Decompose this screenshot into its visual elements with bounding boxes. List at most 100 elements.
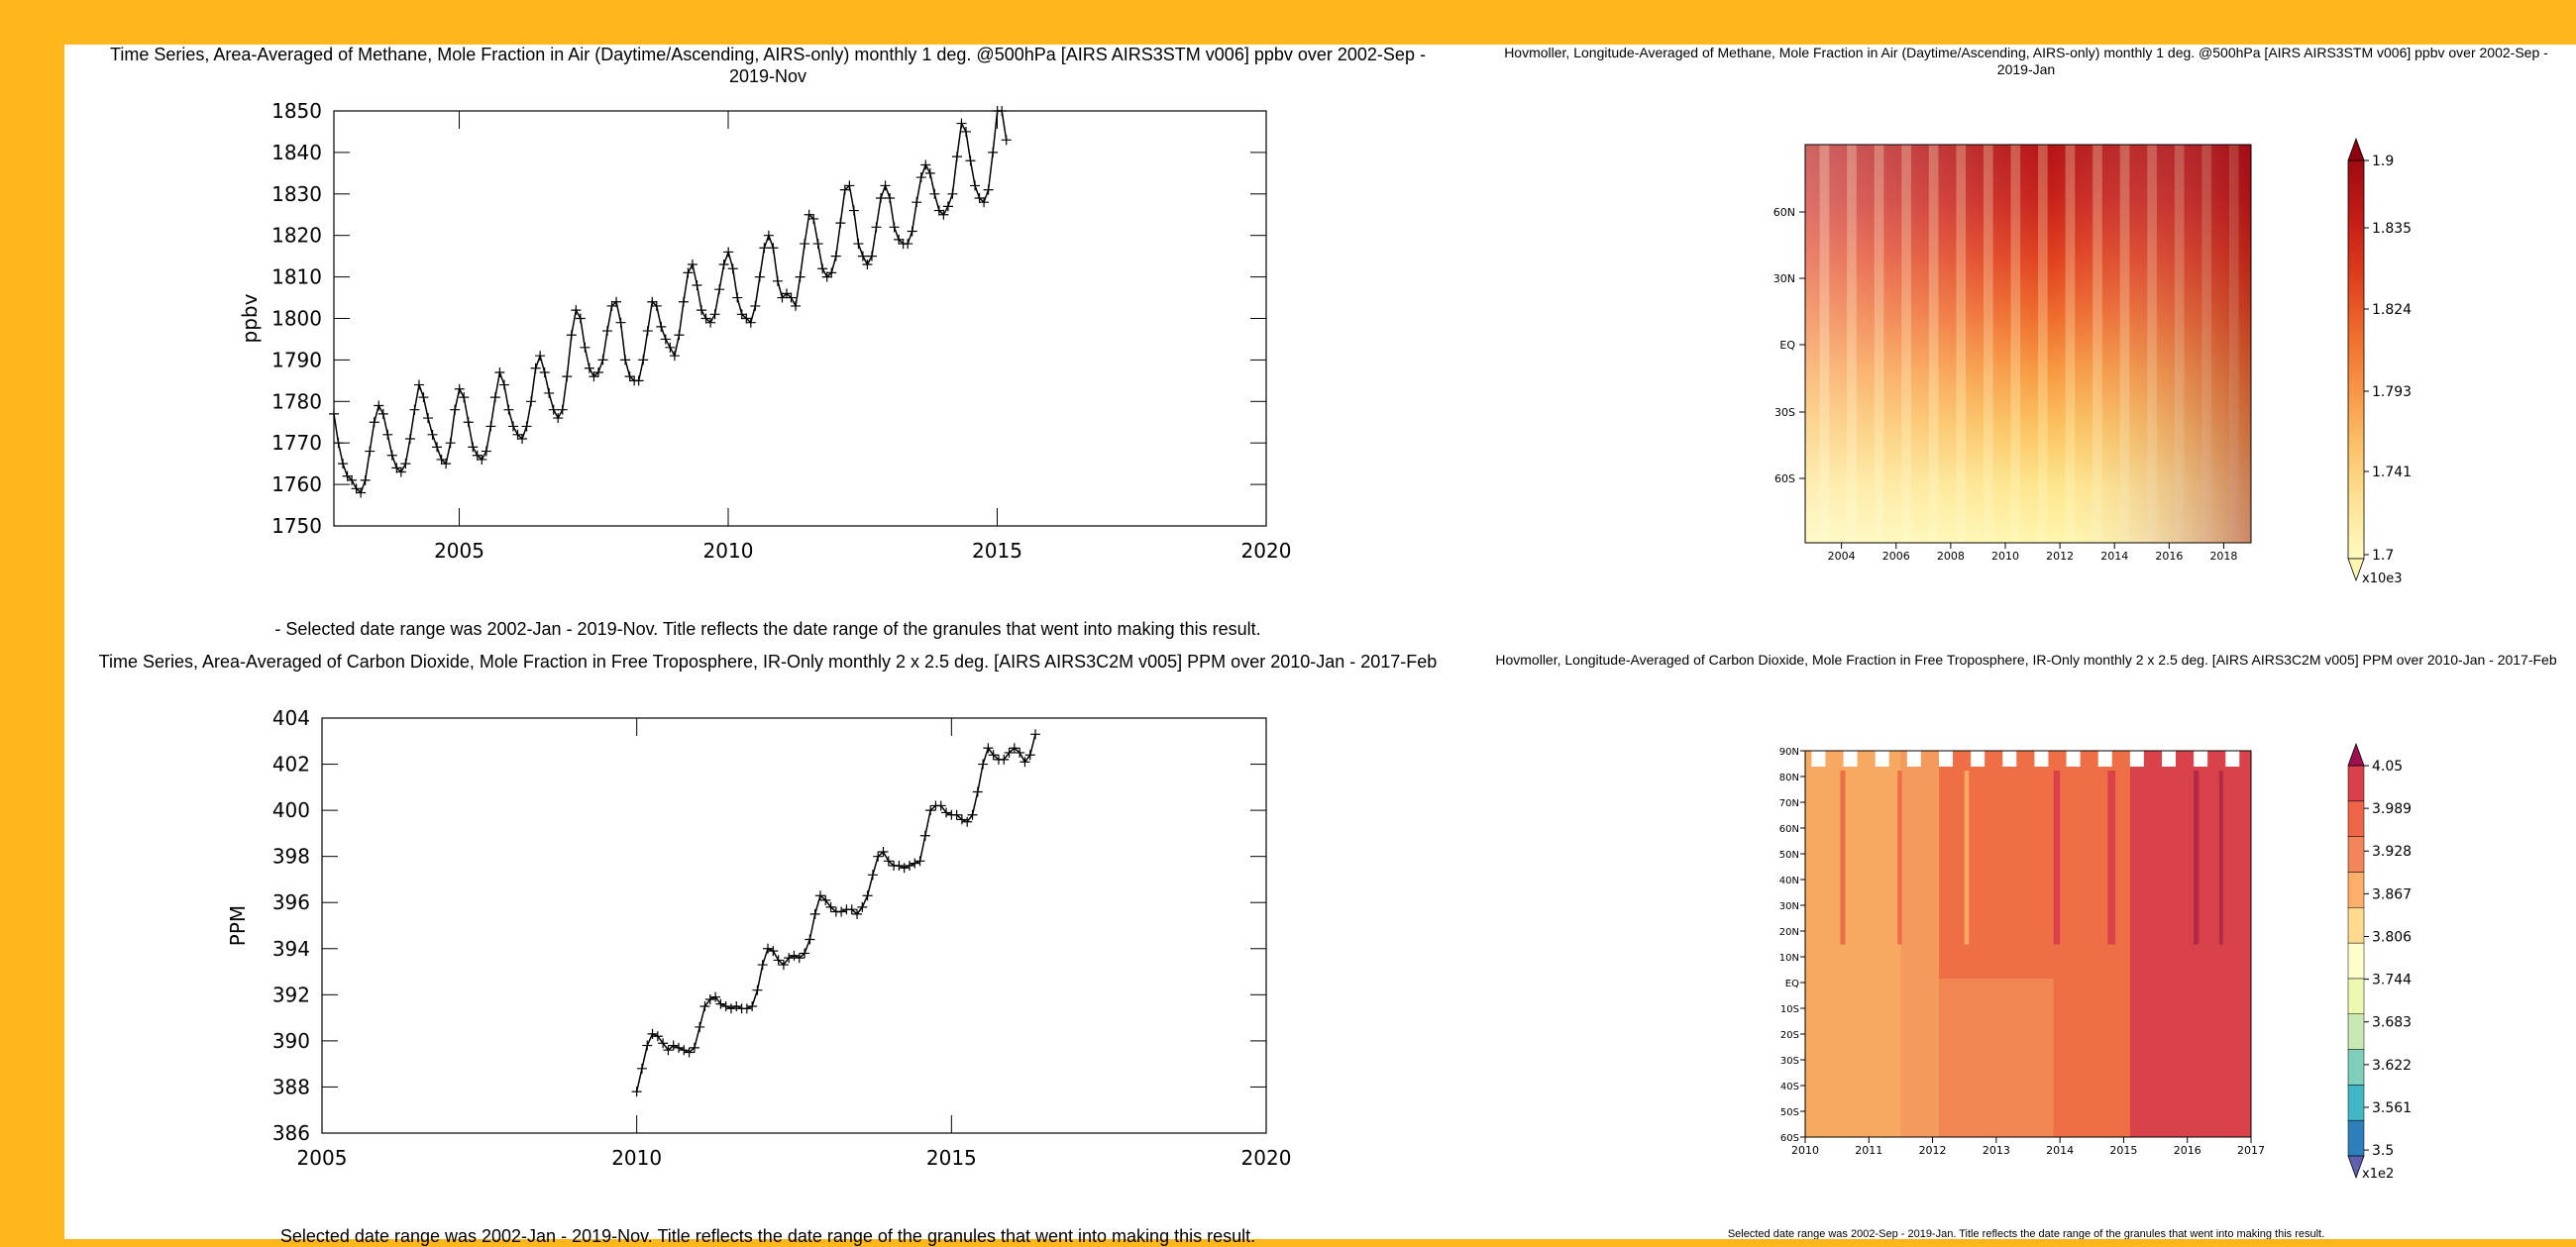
co2-hov-ytick-label: 40N <box>1779 876 1799 886</box>
co2-colorbar-label: 3.989 <box>2372 801 2412 817</box>
methane-data-point <box>351 483 362 494</box>
methane-data-point <box>374 400 384 411</box>
co2-xtick-label: 2015 <box>926 1146 977 1170</box>
co2-hov-xtick-label: 2014 <box>2046 1144 2074 1157</box>
methane-data-point <box>965 156 976 166</box>
methane-data-point <box>674 330 685 341</box>
methane-data-point <box>853 239 864 250</box>
co2-missing-data-gap <box>1875 751 1889 767</box>
methane-data-point <box>507 421 518 432</box>
methane-data-point <box>705 317 716 328</box>
co2-hov-xtick-label: 2017 <box>2237 1144 2265 1157</box>
co2-data-point <box>978 759 989 770</box>
co2-hov-ytick-label: 50S <box>1780 1107 1799 1118</box>
co2-data-point <box>873 851 884 862</box>
methane-data-point <box>839 184 850 195</box>
co2-level-band <box>2129 751 2251 1137</box>
co2-data-point <box>800 948 810 959</box>
co2-data-point <box>962 816 973 827</box>
co2-data-point <box>699 1000 710 1011</box>
methane-hov-xtick-label: 2012 <box>2046 550 2074 563</box>
co2-data-point <box>825 901 836 912</box>
co2-data-point <box>820 894 831 905</box>
co2-missing-data-gap <box>2034 751 2049 767</box>
co2-missing-data-gap <box>2097 751 2112 767</box>
methane-data-point <box>933 205 944 216</box>
methane-data-point <box>907 226 917 237</box>
co2-data-point <box>805 934 815 945</box>
methane-colorbar-label: 1.793 <box>2372 384 2412 400</box>
methane-data-point <box>974 192 985 203</box>
co2-hov-ytick-label: 90N <box>1779 747 1799 758</box>
methane-data-point <box>521 421 532 432</box>
methane-data-point <box>942 201 953 212</box>
methane-ytick-label: 1810 <box>271 265 322 289</box>
co2-missing-data-gap <box>2129 751 2144 767</box>
methane-data-point <box>885 192 896 203</box>
co2-colorbar-segment <box>2347 907 2365 944</box>
co2-data-point <box>941 807 952 818</box>
co2-data-point <box>904 860 914 871</box>
co2-hov-ytick-label: 60S <box>1780 1133 1799 1144</box>
methane-xtick-label: 2015 <box>972 539 1022 563</box>
methane-data-point <box>400 459 411 469</box>
co2-colorbar-segment <box>2347 765 2365 802</box>
co2-data-point <box>883 856 894 867</box>
methane-data-point <box>391 463 402 473</box>
methane-timeseries-caption: - Selected date range was 2002-Jan - 201… <box>274 619 1261 639</box>
methane-ytick-label: 1760 <box>271 472 322 496</box>
methane-data-point <box>562 371 573 382</box>
methane-data-point <box>929 188 940 199</box>
co2-data-point <box>684 1047 695 1058</box>
co2-colorbar-label: 3.561 <box>2372 1100 2412 1116</box>
methane-data-point <box>777 292 788 303</box>
methane-hovmoller-chart: 60N 30N EQ 30S 60S 2004 2006 2008 2010 2012 2014 20… <box>1773 137 2412 586</box>
co2-hov-ytick-label: 10N <box>1779 953 1799 964</box>
methane-hov-ytick-label: 30S <box>1774 406 1795 419</box>
methane-data-point <box>404 434 415 445</box>
co2-colorbar-max-arrow <box>2347 742 2365 767</box>
co2-level-streak <box>2194 771 2200 945</box>
methane-data-point <box>557 404 568 415</box>
methane-data-point <box>489 392 500 403</box>
methane-hov-ytick-label: 30N <box>1773 272 1795 285</box>
co2-hovmoller-caption: Selected date range was 2002-Sep - 2019-… <box>1727 1228 2325 1239</box>
methane-data-point <box>566 330 577 341</box>
methane-data-point <box>450 404 461 415</box>
methane-colorbar-label: 1.7 <box>2372 548 2394 564</box>
methane-data-point <box>960 126 971 137</box>
methane-data-point <box>503 404 514 415</box>
methane-data-point <box>997 106 1008 116</box>
methane-data-point <box>615 317 626 328</box>
co2-y-axis-label: PPM <box>226 905 250 946</box>
co2-data-point <box>720 1000 731 1011</box>
methane-data-point <box>386 450 397 461</box>
methane-data-point <box>732 292 743 303</box>
co2-hov-xtick-label: 2015 <box>2109 1144 2137 1157</box>
methane-data-point <box>697 305 707 316</box>
co2-colorbar-label: 3.806 <box>2372 929 2412 945</box>
co2-data-point <box>752 985 763 995</box>
methane-colorbar-label: 1.9 <box>2372 154 2394 169</box>
co2-level-streak <box>2053 771 2061 945</box>
methane-data-point <box>687 260 698 270</box>
methane-data-point <box>754 271 765 282</box>
methane-data-point <box>329 408 339 419</box>
methane-data-point <box>432 442 443 453</box>
methane-data-point <box>377 408 388 419</box>
methane-data-point <box>553 413 564 424</box>
methane-hov-ytick-label: EQ <box>1779 339 1795 352</box>
co2-data-point <box>925 805 936 816</box>
co2-ytick-label: 388 <box>272 1075 310 1098</box>
methane-data-point <box>427 429 438 440</box>
methane-hovmoller-frame <box>1804 144 2252 544</box>
co2-colorbar-segment <box>2347 800 2365 837</box>
co2-data-point <box>914 856 925 867</box>
methane-hov-xtick-label: 2016 <box>2155 550 2183 563</box>
methane-data-point <box>423 413 434 424</box>
methane-data-point <box>477 454 487 465</box>
co2-data-point <box>894 860 905 871</box>
methane-hovmoller-title: Hovmoller, Longitude-Averaged of Methane… <box>1504 45 2548 77</box>
methane-data-point <box>745 317 756 328</box>
co2-hov-xtick-label: 2012 <box>1919 1144 1947 1157</box>
